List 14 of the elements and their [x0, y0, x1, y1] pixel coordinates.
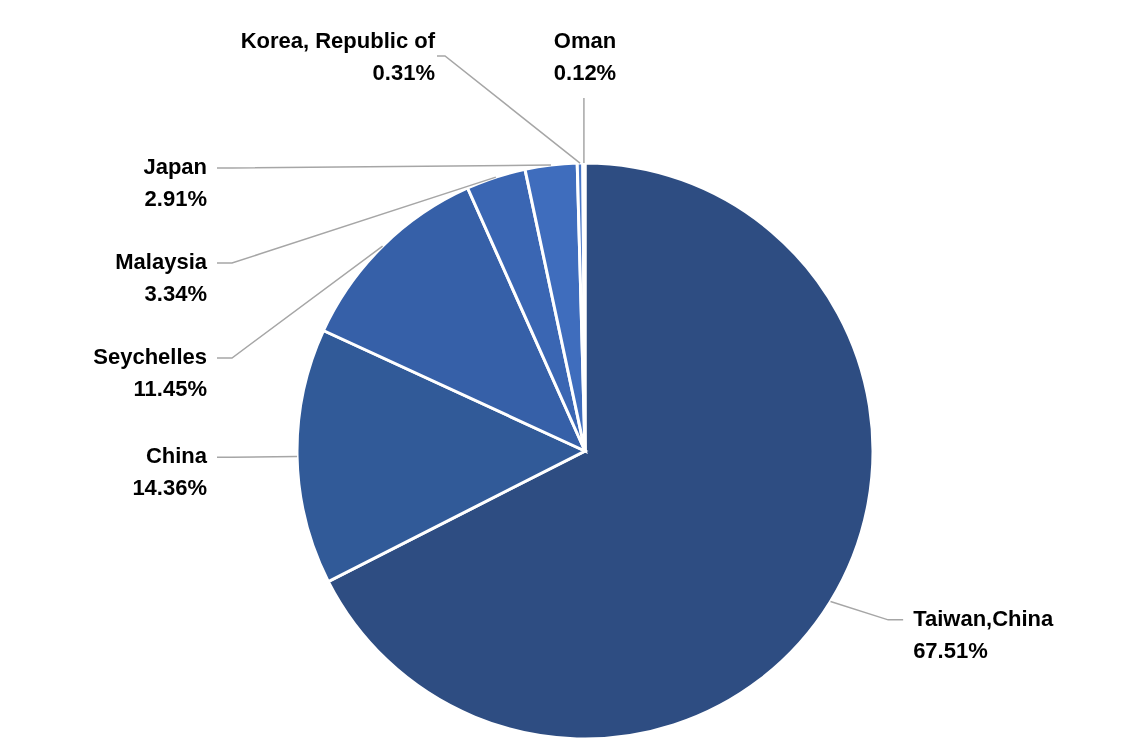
data-label: 0.12% — [553, 60, 617, 85]
data-label: 2.91% — [144, 186, 207, 211]
slice-label: Taiwan,China — [913, 605, 1055, 631]
data-label: 0.31% — [372, 60, 435, 85]
slice-label: Korea, Republic of — [240, 28, 436, 53]
data-label: 67.51% — [913, 637, 988, 663]
slice-label: China — [145, 443, 208, 469]
data-label: 3.34% — [144, 281, 207, 306]
slice-label: Malaysia — [115, 249, 208, 274]
slice-label: Seychelles — [93, 344, 207, 369]
data-label: 11.45% — [133, 376, 207, 401]
slice-label: Oman — [553, 28, 617, 53]
data-label: 14.36% — [132, 475, 207, 501]
slice-label: Japan — [143, 154, 207, 179]
